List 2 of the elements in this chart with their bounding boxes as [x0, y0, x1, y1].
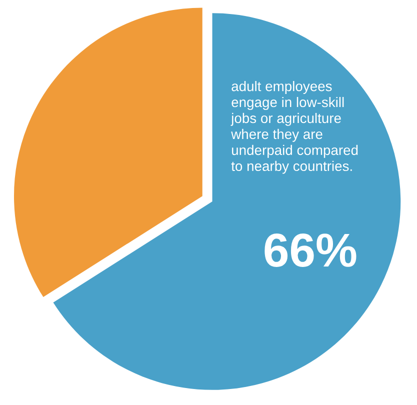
data-label: 66%: [264, 234, 356, 267]
text: adult employees engage in low-skill jobs or agriculture where they are underpaid compared to nearby countries.: [230, 81, 358, 174]
